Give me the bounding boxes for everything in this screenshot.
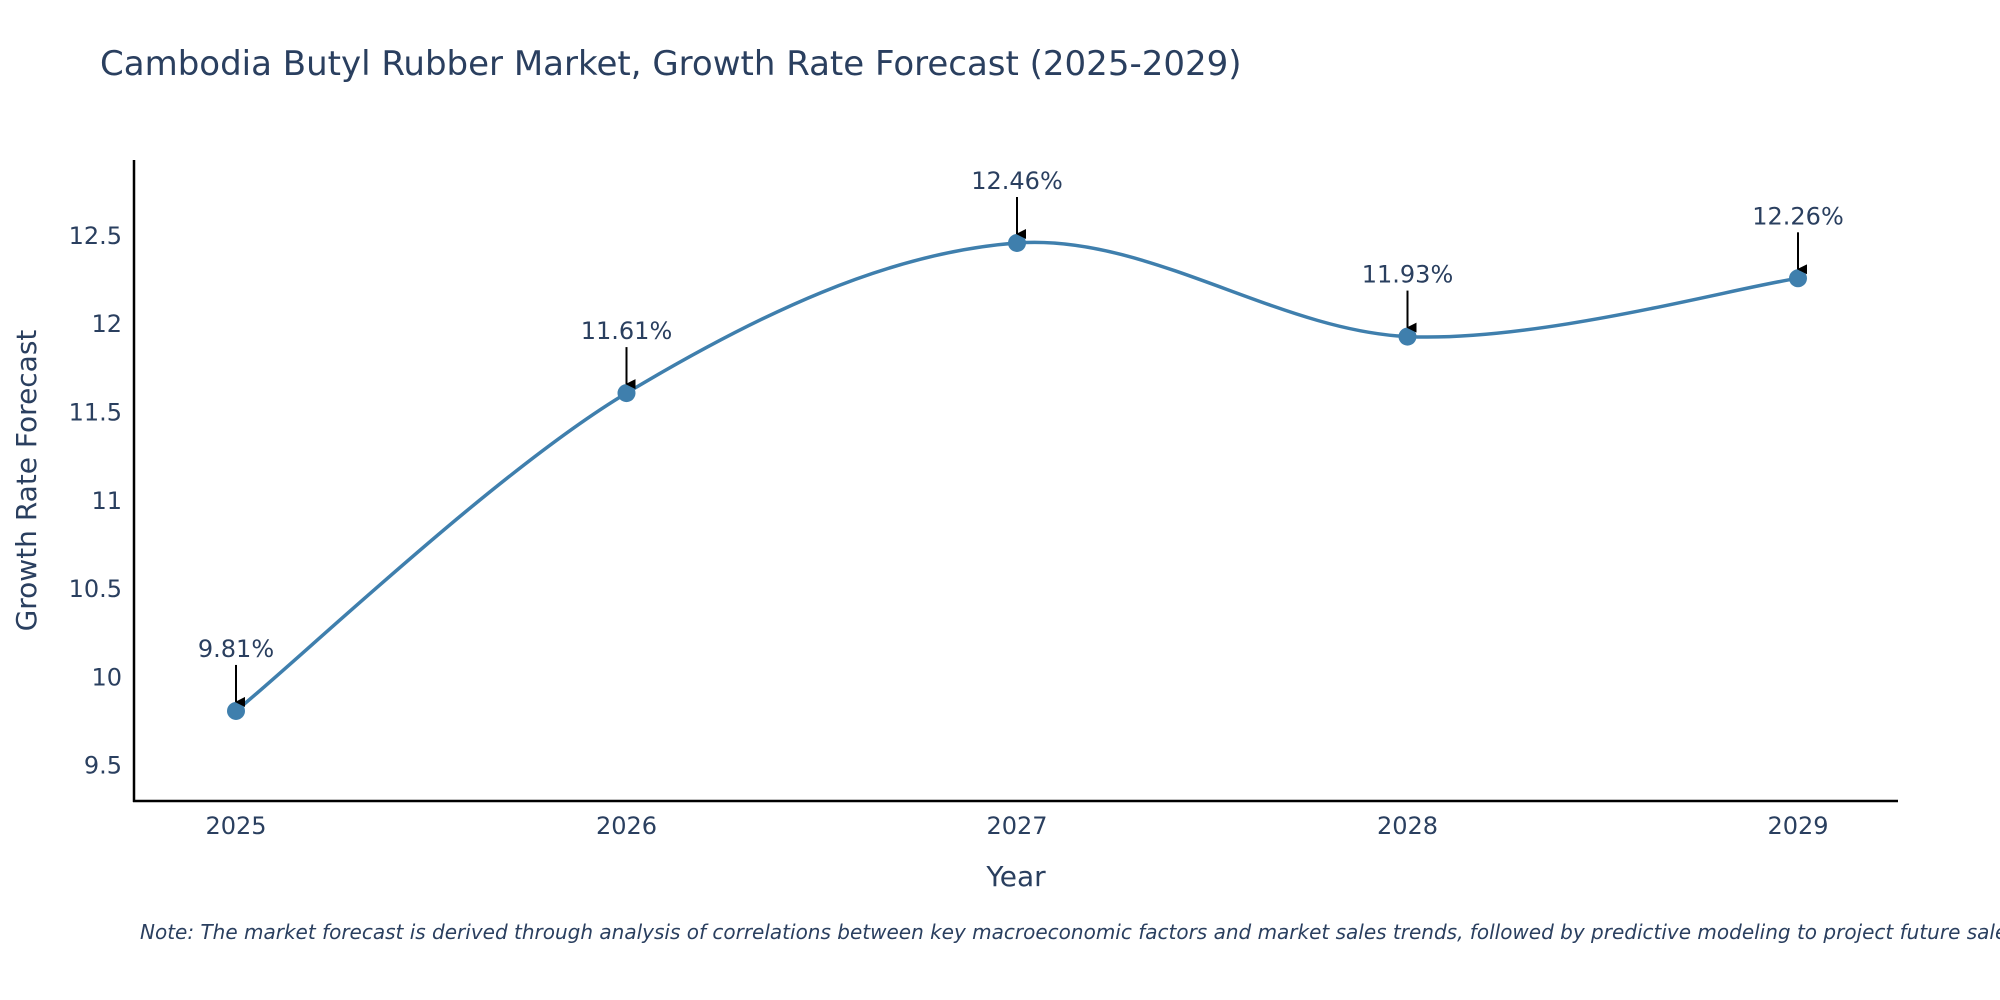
- data-point: [1789, 269, 1807, 288]
- y-tick-label: 11.5: [69, 399, 122, 427]
- y-tick-label: 12: [91, 310, 122, 338]
- data-point: [1398, 327, 1417, 346]
- chart-title: Cambodia Butyl Rubber Market, Growth Rat…: [100, 44, 1242, 84]
- y-tick-label: 10: [91, 663, 122, 691]
- x-tick-label: 2029: [1767, 812, 1828, 840]
- x-tick-label: 2028: [1377, 812, 1438, 840]
- data-label: 9.81%: [198, 635, 274, 663]
- data-point: [617, 384, 636, 403]
- x-tick-label: 2025: [205, 812, 266, 840]
- series-line: [234, 240, 1799, 713]
- chart-note: Note: The market forecast is derived thr…: [140, 920, 2000, 944]
- data-point: [1008, 233, 1026, 252]
- data-label: 11.61%: [581, 317, 673, 345]
- data-label: 11.93%: [1362, 261, 1454, 289]
- data-point: [227, 701, 245, 720]
- x-axis-title: Year: [985, 860, 1046, 893]
- x-tick-label: 2026: [596, 812, 657, 840]
- y-tick-label: 11: [91, 487, 122, 515]
- y-tick-label: 9.5: [84, 752, 122, 780]
- y-tick-label: 12.5: [69, 222, 122, 250]
- data-label: 12.26%: [1752, 202, 1844, 230]
- data-label: 12.46%: [971, 167, 1063, 195]
- y-tick-label: 10.5: [69, 575, 122, 603]
- y-axis-title: Growth Rate Forecast: [10, 330, 43, 632]
- x-tick-label: 2027: [986, 812, 1047, 840]
